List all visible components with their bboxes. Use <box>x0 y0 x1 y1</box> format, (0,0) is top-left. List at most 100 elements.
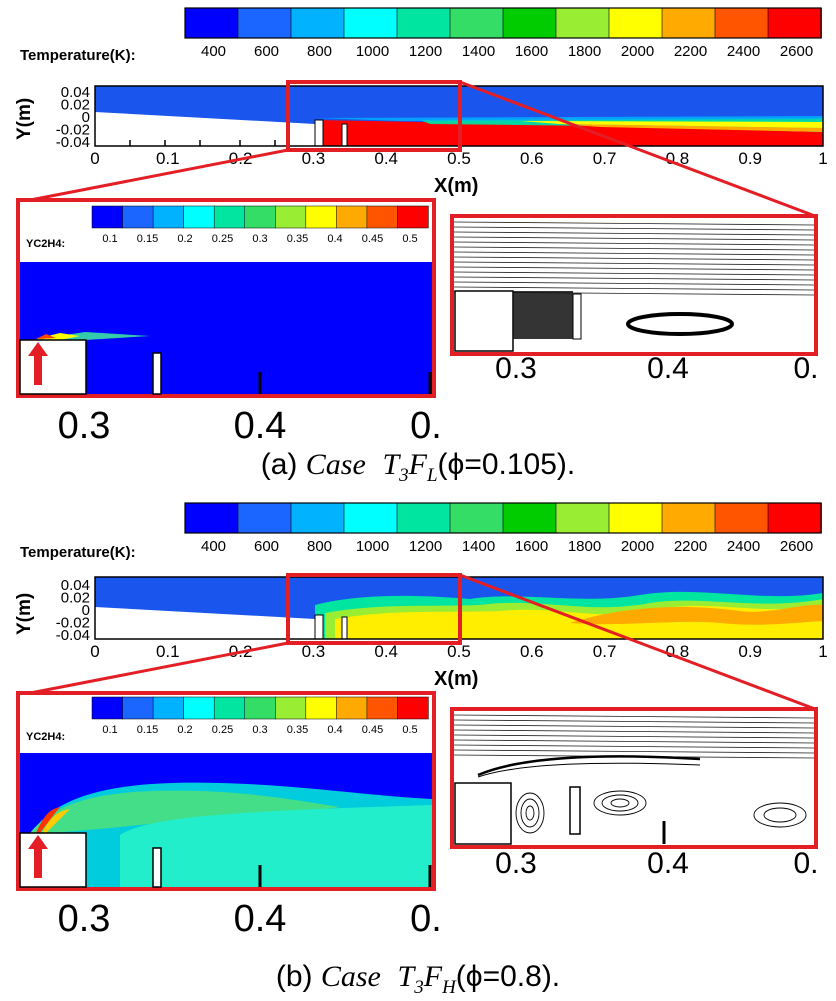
y-tick-label: 0 <box>82 602 90 619</box>
colorbar-tick-label: 1400 <box>462 538 495 555</box>
colorbar-swatch <box>183 205 215 229</box>
colorbar-tick-label: 0.2 <box>177 233 192 245</box>
colorbar-tick-label: 2400 <box>727 43 760 60</box>
colorbar-tick-label: 2600 <box>780 43 813 60</box>
colorbar-tick-label: 1600 <box>515 43 548 60</box>
colorbar-tick-label: 1200 <box>409 538 442 555</box>
x-axis-label: X(m) <box>434 668 478 690</box>
y-tick-label: 0 <box>82 109 90 126</box>
colorbar-swatch <box>290 502 345 534</box>
colorbar-swatch <box>555 7 610 39</box>
colorbar-tick-label: 2000 <box>621 43 654 60</box>
colorbar-tick-label: 2400 <box>727 538 760 555</box>
colorbar-tick-label: 600 <box>254 43 279 60</box>
colorbar-swatch <box>152 205 185 229</box>
colorbar-tick-label: 1800 <box>568 538 601 555</box>
colorbar-swatch <box>122 696 154 720</box>
colorbar-tick-label: 2000 <box>621 538 654 555</box>
yc2h4-legend-label: YC2H4: <box>26 731 65 743</box>
x-tick-label: 0.7 <box>593 642 617 661</box>
colorbar-swatch <box>714 502 769 534</box>
zoom-x-tick-label: 0.3 <box>58 405 111 447</box>
colorbar-swatch <box>343 502 398 534</box>
x-tick-label: 0.7 <box>593 149 617 168</box>
yc2h4-zoom-panel: YC2H4: 0.1 0.15 0.2 0.25 0.3 0.35 0.4 0.45 0.5 <box>16 691 436 891</box>
colorbar-swatch <box>336 696 368 720</box>
x-tick-label: 0.3 <box>302 642 326 661</box>
zoom-x-tick-label: 0.3 <box>495 847 537 880</box>
injection-arrow-icon <box>28 342 48 385</box>
zoom-x-tick-labels-right: 0.3 0.4 0. <box>495 352 818 385</box>
x-tick-label: 1 <box>818 149 827 168</box>
colorbar-swatch <box>661 502 716 534</box>
colorbar-tick-label: 0.1 <box>102 233 117 245</box>
colorbar-tick-label: 800 <box>307 538 332 555</box>
colorbar-swatch <box>184 502 239 534</box>
x-tick-label: 0.1 <box>156 642 180 661</box>
colorbar-tick-label: 2600 <box>780 538 813 555</box>
colorbar-swatch <box>305 205 338 229</box>
injection-arrow-icon <box>28 835 48 878</box>
temperature-colorbar <box>184 502 822 534</box>
y-tick-label: -0.02 <box>56 615 90 632</box>
colorbar-tick-label: 0.5 <box>402 233 417 245</box>
colorbar-tick-label: 2200 <box>674 43 707 60</box>
temperature-legend-label: Temperature(K): <box>20 47 136 64</box>
colorbar-tick-label: 0.35 <box>287 233 308 245</box>
colorbar-swatch <box>91 205 124 229</box>
zoom-window-marker <box>286 80 462 152</box>
colorbar-swatch <box>237 502 292 534</box>
colorbar-swatch <box>305 696 338 720</box>
colorbar-swatch <box>661 7 716 39</box>
x-axis-label: X(m) <box>434 175 478 197</box>
caption-a: (a) Case T3FL(ϕ=0.105). <box>260 448 576 486</box>
colorbar-swatch <box>275 205 307 229</box>
y-tick-labels: 0.040.020-0.02-0.04 <box>56 84 90 151</box>
colorbar-tick-label: 0.15 <box>137 233 158 245</box>
colorbar-tick-label: 0.3 <box>252 233 267 245</box>
colorbar-tick-label: 400 <box>201 538 226 555</box>
caption-b: (b) Case T3FH(ϕ=0.8). <box>275 960 561 998</box>
colorbar-swatch <box>366 696 399 720</box>
y-tick-label: -0.02 <box>56 122 90 139</box>
x-tick-label: 0.1 <box>156 149 180 168</box>
colorbar-tick-label: 1200 <box>409 43 442 60</box>
y-axis-label: Y(m) <box>14 98 35 140</box>
yc2h4-tick-labels: 0.1 0.15 0.2 0.25 0.3 0.35 0.4 0.45 0.5 <box>102 724 417 736</box>
zoom-x-tick-labels-left: 0.3 0.4 0. <box>58 405 442 447</box>
colorbar-swatch <box>290 7 345 39</box>
zoom-x-tick-label: 0. <box>410 405 442 447</box>
colorbar-swatch <box>502 7 557 39</box>
x-tick-label: 0.6 <box>520 642 544 661</box>
y-tick-label: 0.04 <box>61 577 90 594</box>
colorbar-swatch <box>244 205 276 229</box>
x-tick-label: 0.3 <box>302 149 326 168</box>
colorbar-tick-label: 0.1 <box>102 724 117 736</box>
colorbar-tick-label: 0.45 <box>362 233 383 245</box>
streamline-zoom-panel <box>450 214 818 356</box>
colorbar-tick-label: 0.4 <box>327 724 342 736</box>
zoom-x-tick-label: 0.3 <box>58 898 111 940</box>
x-tick-label: 0.5 <box>447 642 471 661</box>
colorbar-swatch <box>122 205 154 229</box>
y-tick-label: 0.02 <box>61 97 90 114</box>
zoom-x-tick-labels-right: 0.3 0.4 0. <box>495 847 818 880</box>
zoom-x-tick-label: 0.3 <box>495 352 537 385</box>
yc2h4-tick-labels: 0.1 0.15 0.2 0.25 0.3 0.35 0.4 0.45 0.5 <box>102 233 417 245</box>
x-tick-label: 0.4 <box>374 149 398 168</box>
colorbar-tick-label: 600 <box>254 538 279 555</box>
colorbar-swatch <box>184 7 239 39</box>
colorbar-tick-label: 800 <box>307 43 332 60</box>
colorbar-swatch <box>502 502 557 534</box>
colorbar-swatch <box>449 502 504 534</box>
x-tick-label: 0 <box>90 149 99 168</box>
colorbar-swatch <box>183 696 215 720</box>
x-tick-label: 0 <box>90 642 99 661</box>
colorbar-swatch <box>608 502 663 534</box>
x-tick-label: 0.4 <box>374 642 398 661</box>
y-tick-label: 0.04 <box>61 84 90 101</box>
temperature-tick-labels: 400 600 800 1000 1200 1400 1600 1800 2000 2200 240… <box>201 538 813 555</box>
colorbar-swatch <box>152 696 185 720</box>
colorbar-swatch <box>396 502 451 534</box>
colorbar-tick-label: 0.3 <box>252 724 267 736</box>
